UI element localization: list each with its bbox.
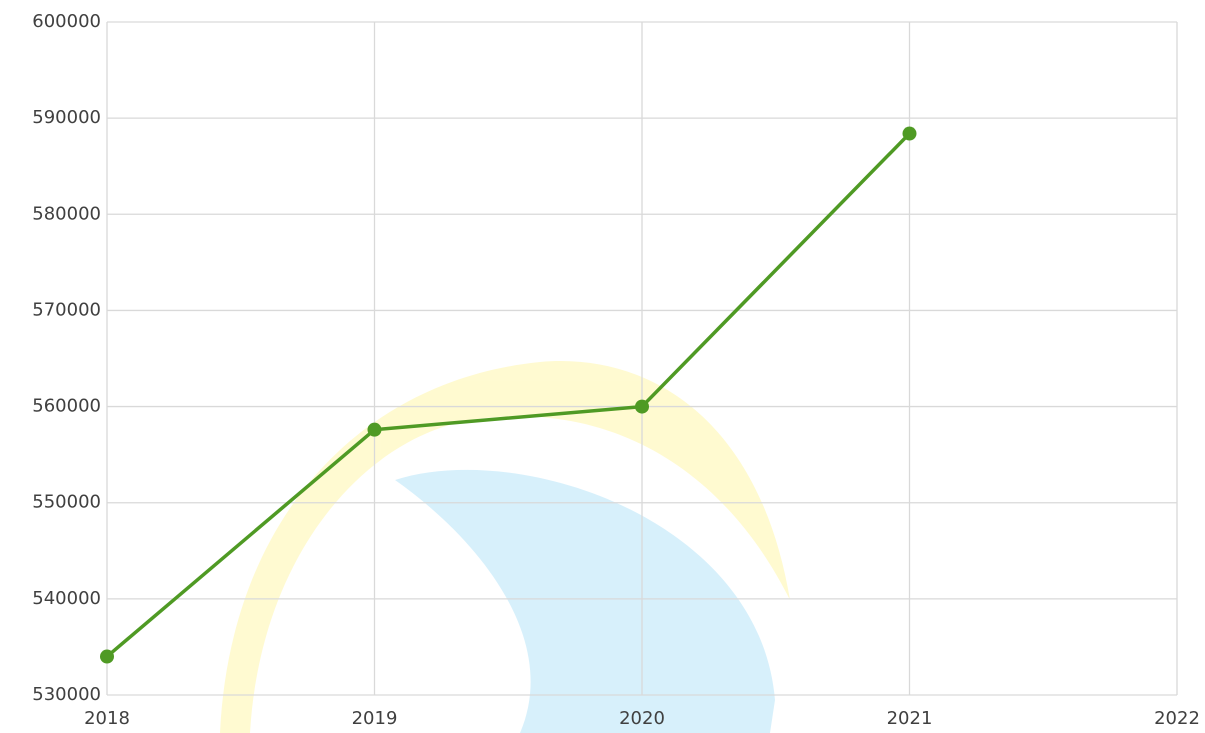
y-tick-label: 540000 xyxy=(32,588,101,609)
y-tick-label: 600000 xyxy=(32,11,101,32)
y-tick-label: 530000 xyxy=(32,684,101,705)
y-tick-label: 570000 xyxy=(32,299,101,320)
point xyxy=(367,422,382,437)
x-tick-label: 2020 xyxy=(619,708,665,729)
point xyxy=(902,126,917,141)
y-tick-label: 560000 xyxy=(32,396,101,417)
x-tick-label: 2018 xyxy=(84,708,130,729)
y-tick-label: 550000 xyxy=(32,492,101,513)
x-tick-label: 2022 xyxy=(1154,708,1200,729)
point xyxy=(100,649,114,664)
line xyxy=(105,132,911,658)
y-tick-label: 590000 xyxy=(32,107,101,128)
watermark xyxy=(220,361,790,733)
point xyxy=(635,399,649,414)
plot xyxy=(100,126,917,664)
x-tick-label: 2019 xyxy=(352,708,398,729)
y-tick-label: 580000 xyxy=(32,203,101,224)
x-tick-label: 2021 xyxy=(887,708,933,729)
grid: 530000 540000 550000 560000 570000 580000 5900… xyxy=(32,11,1200,729)
